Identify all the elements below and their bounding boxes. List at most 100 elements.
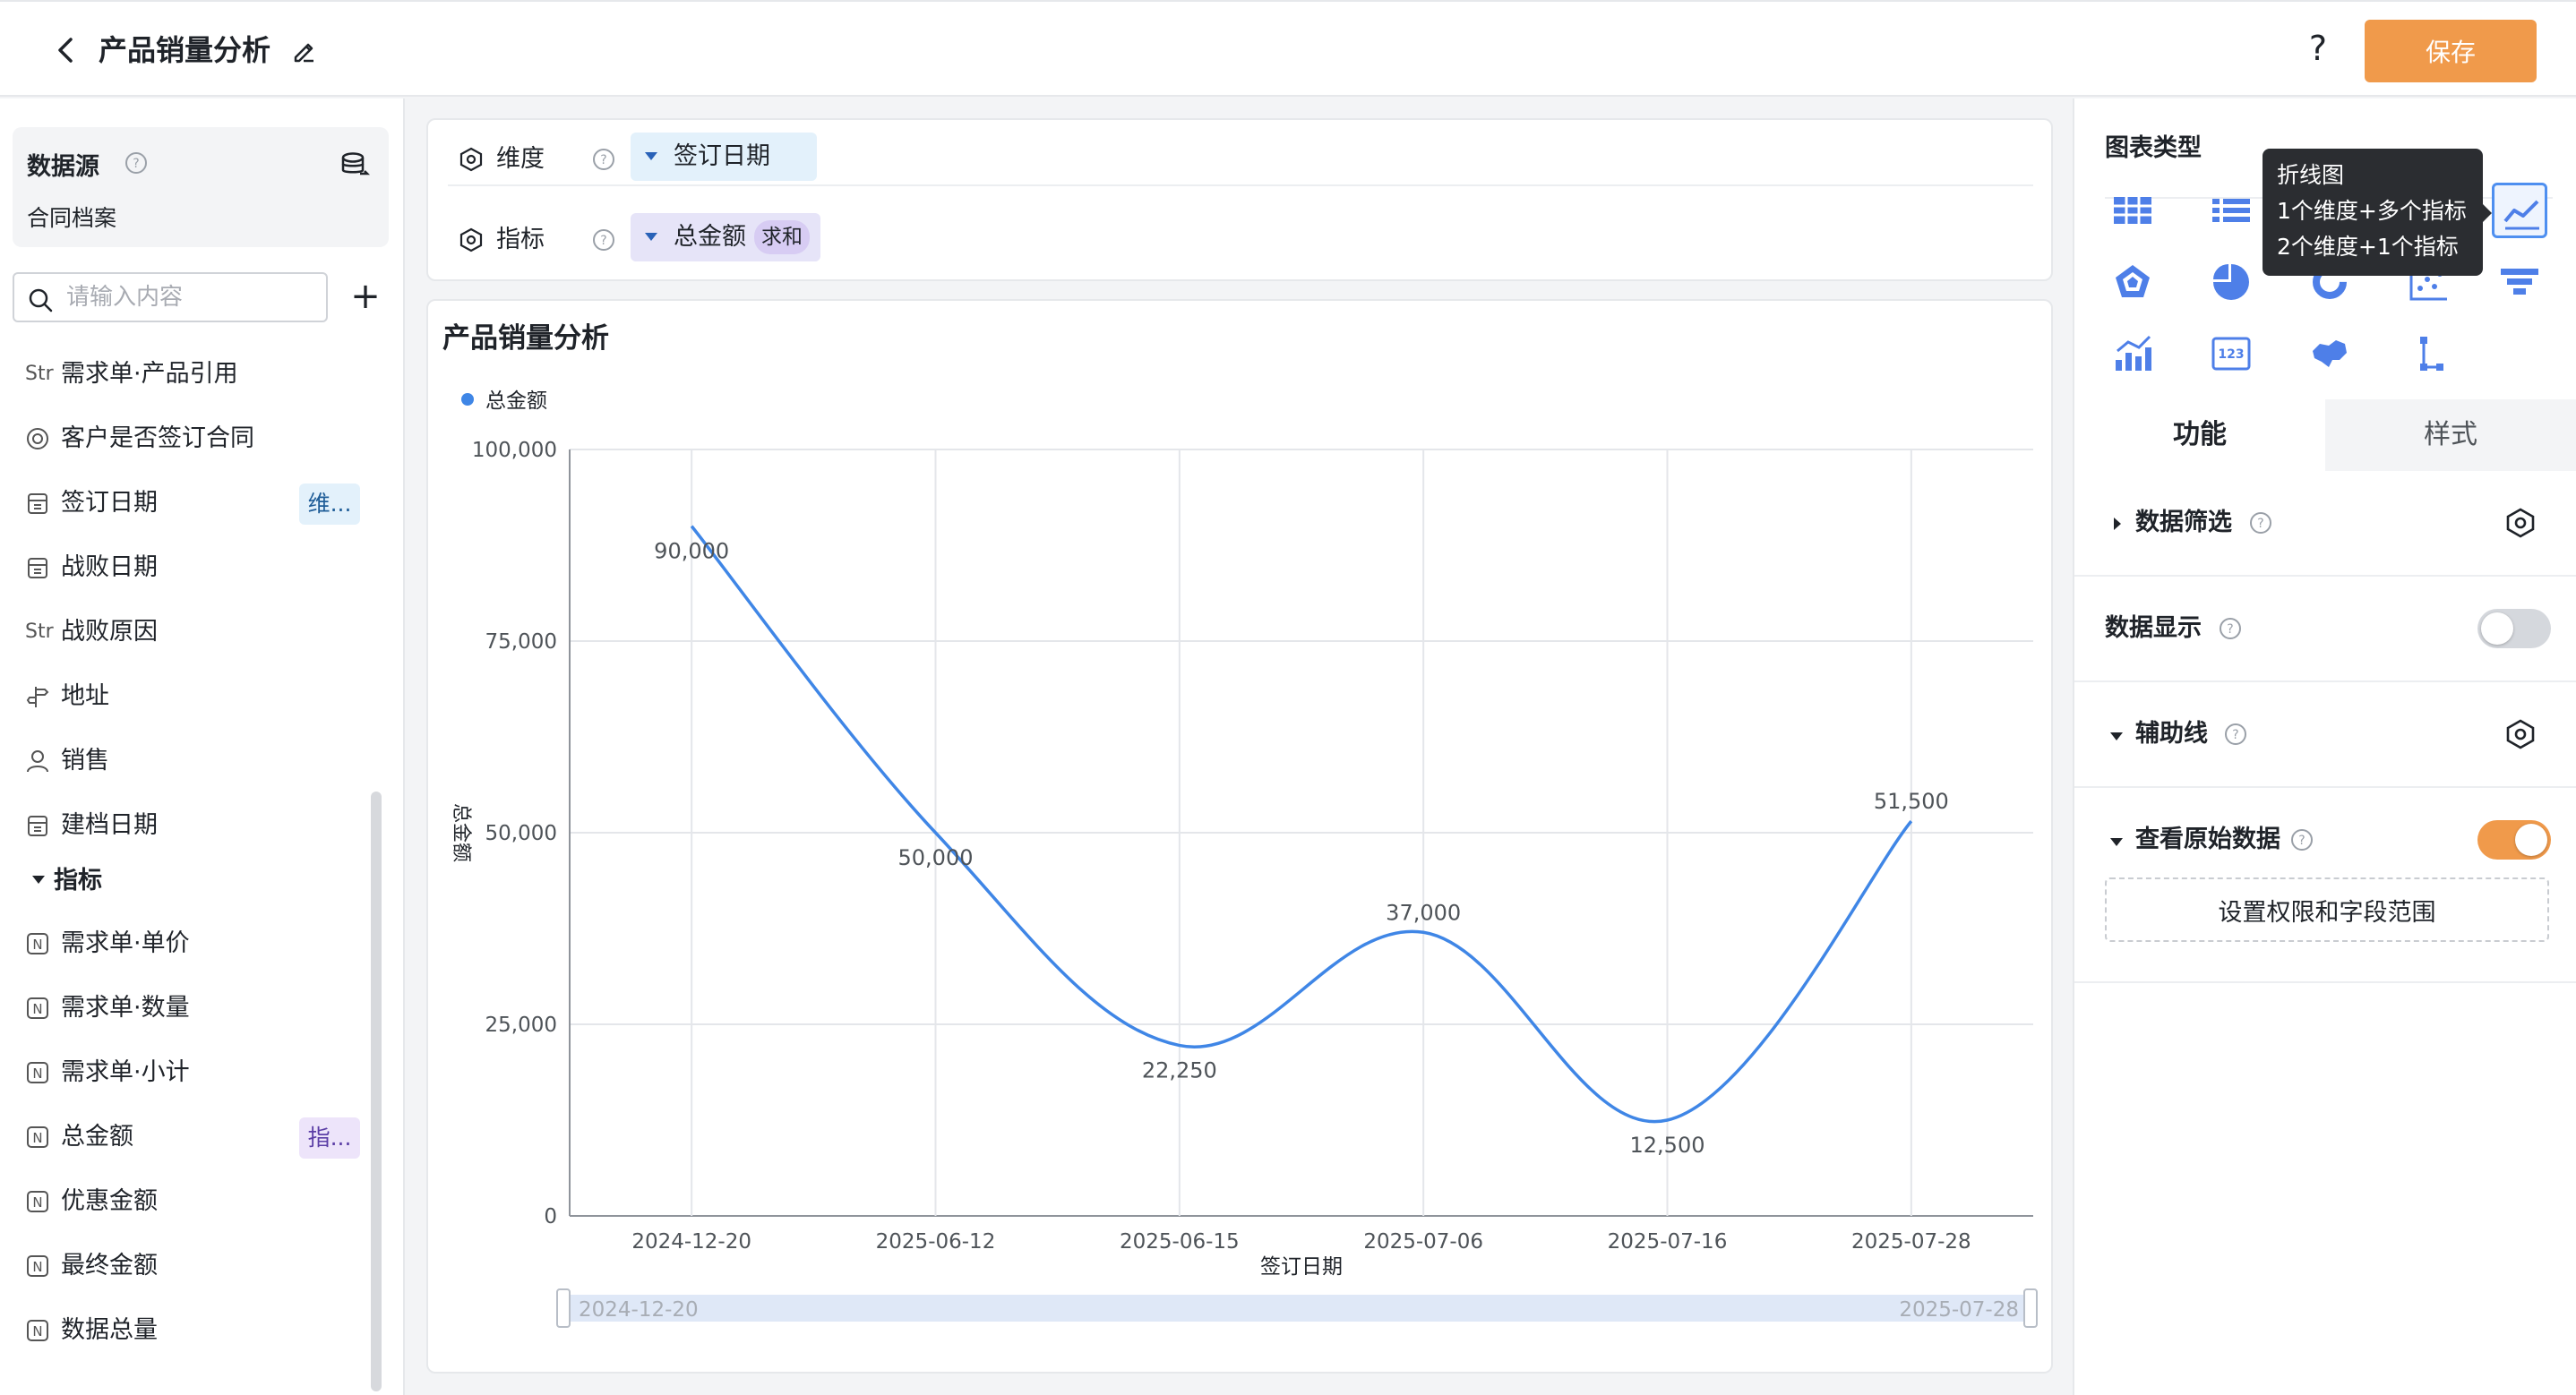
data-label: 50,000: [898, 845, 974, 870]
svg-text:?: ?: [600, 153, 606, 167]
field-item[interactable]: N 需求单·数量: [0, 976, 376, 1040]
help-icon[interactable]: ?: [2308, 29, 2328, 68]
field-item[interactable]: N 最终金额: [0, 1234, 376, 1298]
field-label: 需求单·数量: [61, 994, 190, 1022]
option-data-filter[interactable]: 数据筛选 ?: [2074, 471, 2576, 577]
datasource-name: 合同档案: [27, 205, 117, 231]
chart-type-title: 图表类型: [2105, 134, 2202, 162]
metric-label: 指标: [496, 226, 545, 253]
field-item[interactable]: 战败日期: [0, 535, 376, 600]
question-icon[interactable]: ?: [591, 227, 616, 252]
chart-type-list[interactable]: [2203, 183, 2259, 238]
dropdown-caret-icon: [645, 152, 657, 160]
field-label: 需求单·产品引用: [61, 360, 238, 388]
field-label: 签订日期: [61, 489, 158, 517]
dropdown-caret-icon: [645, 233, 657, 241]
question-icon[interactable]: ?: [2248, 510, 2273, 535]
tab-function[interactable]: 功能: [2074, 399, 2325, 471]
question-icon[interactable]: ?: [591, 147, 616, 172]
range-slider-left-handle: [556, 1288, 571, 1328]
number-type-icon: N: [27, 1126, 48, 1148]
expand-caret-icon: [2114, 518, 2121, 530]
option-data-display: 数据显示 ?: [2074, 577, 2576, 682]
edit-pencil-icon[interactable]: [288, 36, 319, 66]
field-item[interactable]: 客户是否签订合同: [0, 407, 376, 471]
field-search-input[interactable]: [66, 281, 317, 313]
chart-type-radar[interactable]: [2105, 254, 2160, 310]
field-item[interactable]: Str 需求单·产品引用: [0, 342, 376, 407]
field-item[interactable]: N 需求单·单价: [0, 911, 376, 976]
database-switch-icon[interactable]: [339, 149, 371, 181]
sidebar-scrollbar[interactable]: [371, 792, 382, 1391]
view-raw-data-toggle[interactable]: [2477, 820, 2551, 860]
dimension-pill[interactable]: 签订日期: [631, 133, 817, 181]
collapse-caret-icon: [32, 876, 45, 884]
data-label: 12,500: [1630, 1133, 1705, 1158]
chart-type-line[interactable]: [2492, 183, 2547, 238]
datasource-card: 数据源 ? 合同档案: [13, 127, 389, 247]
svg-text:N: N: [32, 1194, 42, 1211]
chart-type-number-card[interactable]: 123: [2203, 326, 2259, 381]
field-item[interactable]: 地址: [0, 664, 376, 729]
metric-used-tag: 指...: [299, 1117, 360, 1159]
svg-text:?: ?: [2257, 517, 2263, 531]
field-item[interactable]: 签订日期 维...: [0, 471, 376, 535]
field-item[interactable]: N 优惠金额: [0, 1169, 376, 1234]
location-icon: [26, 687, 49, 707]
data-label: 51,500: [1874, 789, 1949, 814]
aggregation-badge[interactable]: 求和: [754, 220, 810, 254]
field-item[interactable]: Str 战败原因: [0, 600, 376, 664]
add-field-button[interactable]: +: [350, 276, 381, 317]
field-item[interactable]: N 总金额 指...: [0, 1105, 376, 1169]
number-type-icon: N: [27, 1320, 48, 1341]
svg-text:N: N: [32, 1001, 42, 1017]
chart-type-tree[interactable]: [2400, 326, 2456, 381]
range-slider-right-handle: [2023, 1288, 2038, 1328]
y-tick-label: 25,000: [485, 1014, 557, 1037]
number-type-icon: N: [27, 1255, 48, 1277]
chart-type-map[interactable]: [2302, 326, 2357, 381]
panel-tabs: 功能 样式: [2074, 399, 2576, 471]
data-display-toggle[interactable]: [2477, 609, 2551, 648]
field-label: 战败日期: [61, 553, 158, 581]
chart-type-combo[interactable]: [2105, 326, 2160, 381]
calendar-icon: [28, 816, 47, 836]
chart-type-table[interactable]: [2105, 183, 2160, 238]
settings-hex-icon[interactable]: [2504, 718, 2537, 750]
number-type-icon: N: [27, 1191, 48, 1212]
option-aux-line[interactable]: 辅助线 ?: [2074, 682, 2576, 788]
settings-hex-icon[interactable]: [2504, 507, 2537, 539]
svg-text:N: N: [32, 937, 42, 953]
back-arrow-icon[interactable]: [48, 32, 84, 68]
field-item[interactable]: 建档日期: [0, 793, 376, 858]
calendar-icon: [28, 493, 47, 514]
option-view-raw-data: 查看原始数据 ? 设置权限和字段范围: [2074, 788, 2576, 983]
tab-style[interactable]: 样式: [2325, 399, 2576, 471]
list-icon: [2212, 199, 2250, 222]
question-icon[interactable]: ?: [2289, 827, 2314, 852]
set-permission-button[interactable]: 设置权限和字段范围: [2105, 877, 2549, 942]
metric-pill[interactable]: 总金额 求和: [631, 213, 820, 261]
x-axis-title: 签订日期: [1260, 1255, 1343, 1279]
svg-text:?: ?: [600, 234, 606, 248]
calendar-icon: [28, 558, 47, 578]
save-button[interactable]: 保存: [2365, 20, 2537, 82]
y-tick-label: 0: [544, 1205, 557, 1228]
field-item[interactable]: N 数据总量: [0, 1298, 376, 1363]
chart-config-panel: 维度 ? 签订日期 指标 ? 总金额 求和: [426, 118, 2053, 281]
question-icon[interactable]: ?: [2223, 722, 2248, 747]
x-tick-label: 2025-07-28: [1851, 1230, 1971, 1254]
field-label: 优惠金额: [61, 1187, 158, 1215]
metrics-section-header[interactable]: 指标: [0, 858, 376, 911]
field-label: 销售: [61, 747, 109, 775]
question-icon[interactable]: ?: [124, 150, 149, 175]
question-icon[interactable]: ?: [2218, 616, 2243, 641]
field-item[interactable]: 销售: [0, 729, 376, 793]
field-label: 需求单·小计: [61, 1058, 190, 1086]
chart-type-pie[interactable]: [2203, 254, 2259, 310]
tree-icon: [2420, 337, 2443, 371]
metric-value: 总金额: [674, 223, 746, 251]
chart-type-funnel[interactable]: [2492, 254, 2547, 310]
radar-icon: [2116, 265, 2150, 297]
field-item[interactable]: N 需求单·小计: [0, 1040, 376, 1105]
